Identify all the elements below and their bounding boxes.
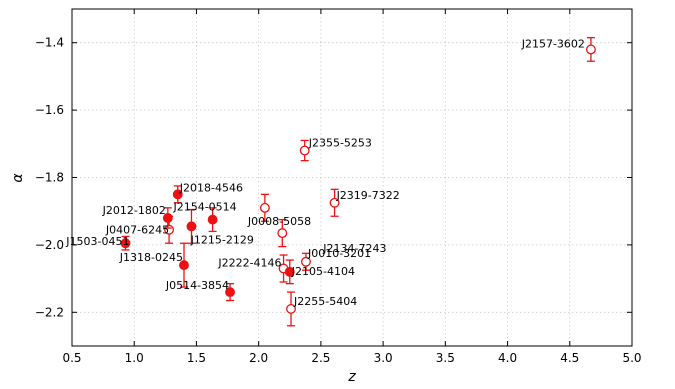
open-marker bbox=[286, 303, 296, 314]
filled-marker bbox=[284, 266, 295, 277]
data-point bbox=[259, 193, 270, 222]
filled-marker bbox=[225, 287, 235, 298]
y-axis-label: α bbox=[10, 173, 26, 183]
x-tick-label: 2.0 bbox=[249, 351, 268, 365]
x-tick-label: 2.5 bbox=[311, 351, 330, 365]
point-labels: J2157-3602 J2355-5253 J2319-7322 J0008-5058… bbox=[65, 37, 585, 307]
x-axis-label: z bbox=[347, 369, 356, 385]
point-label: J2154-0514 bbox=[172, 200, 236, 213]
x-tick-label: 3.0 bbox=[374, 351, 393, 365]
point-label: J2355-5253 bbox=[308, 137, 372, 150]
open-marker bbox=[585, 44, 596, 55]
point-label: J2157-3602 bbox=[521, 37, 585, 50]
point-label: J0010-3201 bbox=[307, 247, 371, 260]
data-point bbox=[585, 36, 596, 62]
point-label: J2018-4546 bbox=[179, 181, 243, 194]
y-tick-label: −1.4 bbox=[35, 36, 64, 50]
point-label: J0407-6245 bbox=[105, 224, 169, 237]
x-tick-label: 3.5 bbox=[436, 351, 455, 365]
point-label: J0008-5058 bbox=[247, 215, 311, 228]
point-label: J0514-3854 bbox=[165, 279, 229, 292]
data-point bbox=[301, 252, 311, 271]
point-label: J2134-7243 bbox=[322, 242, 386, 255]
data-point bbox=[329, 188, 340, 217]
open-marker bbox=[301, 256, 311, 267]
x-tick-label: 4.5 bbox=[560, 351, 579, 365]
data-point bbox=[299, 139, 310, 162]
y-tick-label: −1.8 bbox=[35, 171, 64, 185]
open-marker bbox=[299, 145, 310, 156]
y-tick-label: −1.6 bbox=[35, 103, 64, 117]
plot-frame bbox=[71, 8, 633, 347]
x-tick-label: 0.5 bbox=[62, 351, 81, 365]
y-tick-label: −2.0 bbox=[35, 238, 64, 252]
x-tick-label: 1.0 bbox=[125, 351, 144, 365]
y-tick-label: −2.2 bbox=[35, 305, 64, 319]
filled-marker bbox=[162, 212, 173, 223]
open-marker bbox=[329, 197, 340, 208]
data-point bbox=[186, 208, 197, 244]
open-marker bbox=[277, 228, 288, 239]
point-label: J2319-7322 bbox=[336, 189, 400, 202]
x-tick-label: 4.0 bbox=[498, 351, 517, 365]
filled-marker bbox=[186, 221, 197, 232]
data-point bbox=[179, 242, 189, 288]
point-label: J1318-0245 bbox=[119, 251, 183, 264]
open-marker bbox=[259, 202, 270, 213]
axis-ticks: 0.5 1.0 1.5 2.0 2.5 3.0 3.5 4.0 4.5 5.0 −2.2 −2.0 −1… bbox=[35, 9, 642, 365]
data-point bbox=[286, 291, 296, 327]
point-label: J2012-1802 bbox=[102, 204, 166, 217]
filled-marker bbox=[172, 189, 183, 200]
point-label: J2255-5404 bbox=[293, 295, 357, 308]
data-point bbox=[284, 259, 295, 285]
filled-marker bbox=[179, 260, 189, 271]
data-points bbox=[120, 36, 596, 327]
point-label: J1215-2129 bbox=[190, 234, 254, 247]
data-point bbox=[172, 185, 183, 204]
data-point bbox=[225, 283, 235, 302]
filled-marker bbox=[207, 214, 218, 225]
data-point bbox=[277, 218, 288, 248]
x-tick-label: 1.5 bbox=[187, 351, 206, 365]
filled-marker bbox=[120, 238, 131, 249]
x-tick-label: 5.0 bbox=[622, 351, 641, 365]
point-label: J2222-4146 bbox=[217, 256, 281, 269]
point-label: J2105-4104 bbox=[291, 265, 355, 278]
data-point bbox=[162, 207, 173, 229]
data-point bbox=[207, 207, 218, 233]
grid-lines bbox=[72, 9, 632, 346]
point-label: J1503-0451 bbox=[65, 235, 129, 248]
data-point bbox=[120, 235, 131, 251]
